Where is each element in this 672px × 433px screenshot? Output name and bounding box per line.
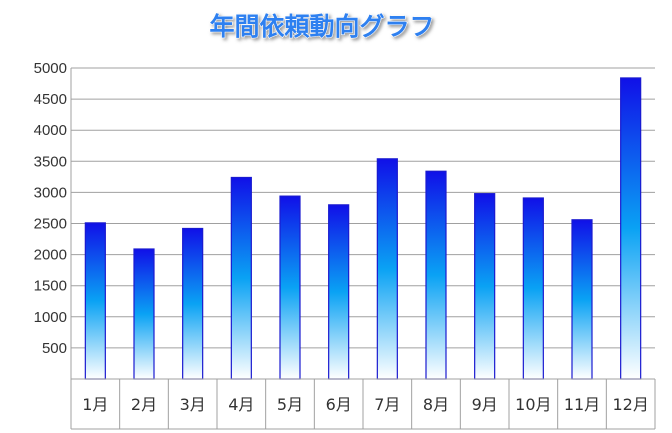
bar: [376, 158, 398, 380]
x-tick-label: 7月: [374, 395, 400, 414]
chart-title: 年間依頼動向グラフ: [209, 12, 434, 41]
y-tick-label: 2500: [34, 216, 67, 233]
y-tick-label: 4500: [34, 91, 67, 108]
x-tick-label: 9月: [472, 395, 498, 414]
y-tick-label: 5000: [34, 60, 67, 77]
bar: [133, 248, 155, 380]
x-tick-label: 8月: [423, 395, 449, 414]
bar: [279, 195, 301, 380]
grid-lines: [70, 67, 655, 429]
y-tick-label: 3500: [34, 153, 67, 170]
y-tick-label: 1000: [34, 309, 67, 326]
x-tick-label: 11月: [564, 395, 600, 414]
bar: [620, 77, 642, 380]
bar: [84, 222, 106, 380]
x-tick-label: 3月: [180, 395, 206, 414]
x-tick-label: 5月: [277, 395, 303, 414]
bar: [425, 170, 447, 380]
y-tick-label: 2000: [34, 247, 67, 264]
bar: [182, 227, 204, 380]
bar: [230, 176, 252, 380]
x-tick-label: 12月: [612, 395, 648, 414]
x-tick-label: 10月: [515, 395, 551, 414]
x-tick-label: 1月: [82, 395, 108, 414]
x-tick-label: 2月: [131, 395, 157, 414]
bar: [474, 193, 496, 380]
x-tick-label: 6月: [326, 395, 352, 414]
bar: [522, 197, 544, 380]
bars: [84, 77, 642, 380]
y-tick-label: 3000: [34, 184, 67, 201]
y-tick-label: 1500: [34, 278, 67, 295]
y-tick-label: 500: [42, 340, 67, 357]
bar: [328, 204, 350, 380]
x-tick-label: 4月: [228, 395, 254, 414]
x-axis-table: 1月 2月 3月 4月 5月 6月 7月 8月 9月 10月 11月 12月: [70, 378, 656, 430]
y-tick-label: 4000: [34, 122, 67, 139]
bar: [571, 219, 593, 380]
y-axis-tick-labels: 500 1000 1500 2000 2500 3000 3500 4000 4500 5000: [34, 60, 67, 357]
